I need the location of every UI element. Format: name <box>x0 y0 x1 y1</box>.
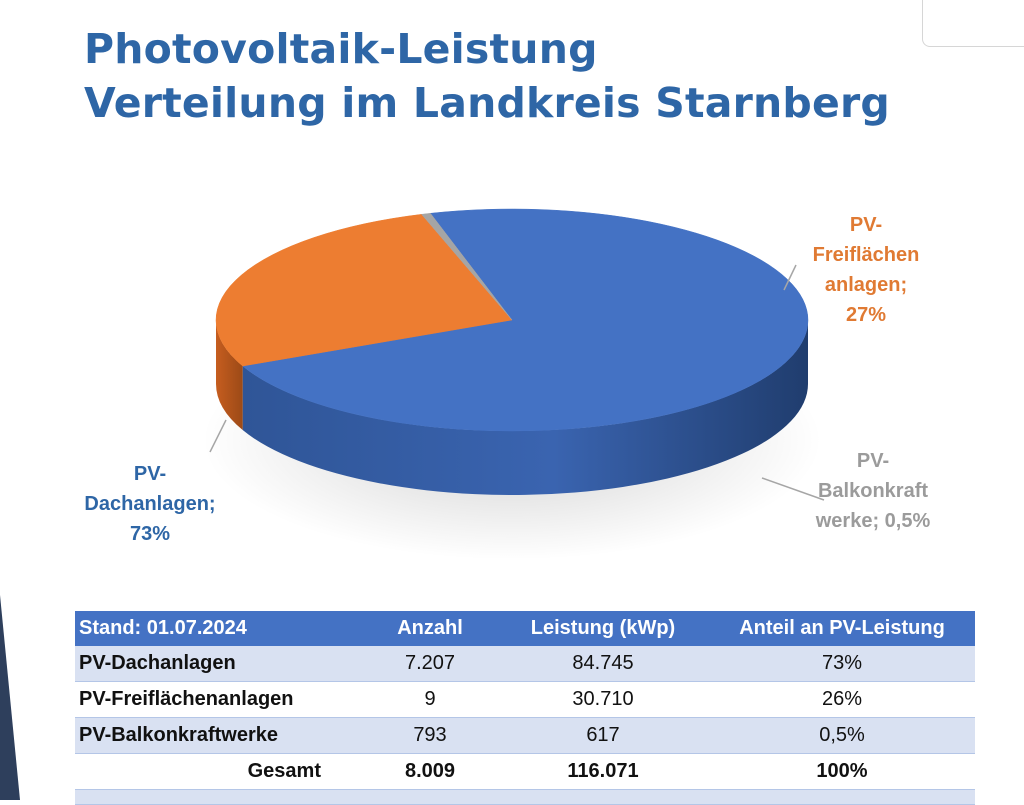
total-leistung: 116.071 <box>497 753 709 790</box>
table-row: PV-Balkonkraftwerke 793 617 0,5% <box>75 717 975 754</box>
table-row: PV-Freiflächenanlagen 9 30.710 26% <box>75 681 975 718</box>
leader-line-pv-dachanlagen <box>209 419 227 453</box>
corner-panel <box>922 0 1024 47</box>
pie-slice-pv-dachanlagen <box>242 208 809 432</box>
header-anteil: Anteil an PV-Leistung <box>709 611 975 646</box>
row-anteil: 73% <box>709 646 975 682</box>
row-anteil: 0,5% <box>709 717 975 754</box>
row-name: PV-Freiflächenanlagen <box>75 681 363 718</box>
row-anteil: 26% <box>709 681 975 718</box>
pie-slice-pv-balkonkraftwerke <box>421 213 513 321</box>
row-leistung: 30.710 <box>497 681 709 718</box>
row-name: PV-Balkonkraftwerke <box>75 717 363 754</box>
row-name: PV-Dachanlagen <box>75 646 363 682</box>
pie-slice-pv-freiflaechenanlagen <box>215 214 513 367</box>
table-filler-row <box>75 789 975 805</box>
label-freiflaechenanlagen: PV- Freiflächen anlagen; 27% <box>812 214 920 326</box>
statistics-table: Stand: 01.07.2024 Anzahl Leistung (kWp) … <box>75 611 975 805</box>
table-header-row: Stand: 01.07.2024 Anzahl Leistung (kWp) … <box>75 611 975 646</box>
pie-side-pv-freiflaechenanlagen <box>216 320 243 431</box>
slide-decoration <box>0 595 20 800</box>
slide-title: Photovoltaik-Leistung Verteilung im Land… <box>84 22 890 130</box>
total-anzahl: 8.009 <box>363 753 497 790</box>
leader-line-pv-freiflaechenanlagen <box>783 264 797 291</box>
leader-line-pv-balkonkraftwerke <box>761 477 825 501</box>
row-leistung: 617 <box>497 717 709 754</box>
total-label: Gesamt <box>75 753 363 790</box>
total-anteil: 100% <box>709 753 975 790</box>
row-anzahl: 9 <box>363 681 497 718</box>
row-anzahl: 793 <box>363 717 497 754</box>
label-balkonkraftwerke: PV- Balkonkraft werke; 0,5% <box>815 450 931 532</box>
table-row: PV-Dachanlagen 7.207 84.745 73% <box>75 646 975 682</box>
table-total-row: Gesamt 8.009 116.071 100% <box>75 753 975 790</box>
pie-side-pv-dachanlagen <box>242 320 809 495</box>
header-leistung: Leistung (kWp) <box>497 611 709 646</box>
title-line-2: Verteilung im Landkreis Starnberg <box>84 79 890 127</box>
header-anzahl: Anzahl <box>363 611 497 646</box>
label-dachanlagen: PV- Dachanlagen; 73% <box>84 463 216 545</box>
header-stand: Stand: 01.07.2024 <box>75 611 363 646</box>
title-line-1: Photovoltaik-Leistung <box>84 25 598 73</box>
row-leistung: 84.745 <box>497 646 709 682</box>
row-anzahl: 7.207 <box>363 646 497 682</box>
pie-chart <box>202 208 825 560</box>
